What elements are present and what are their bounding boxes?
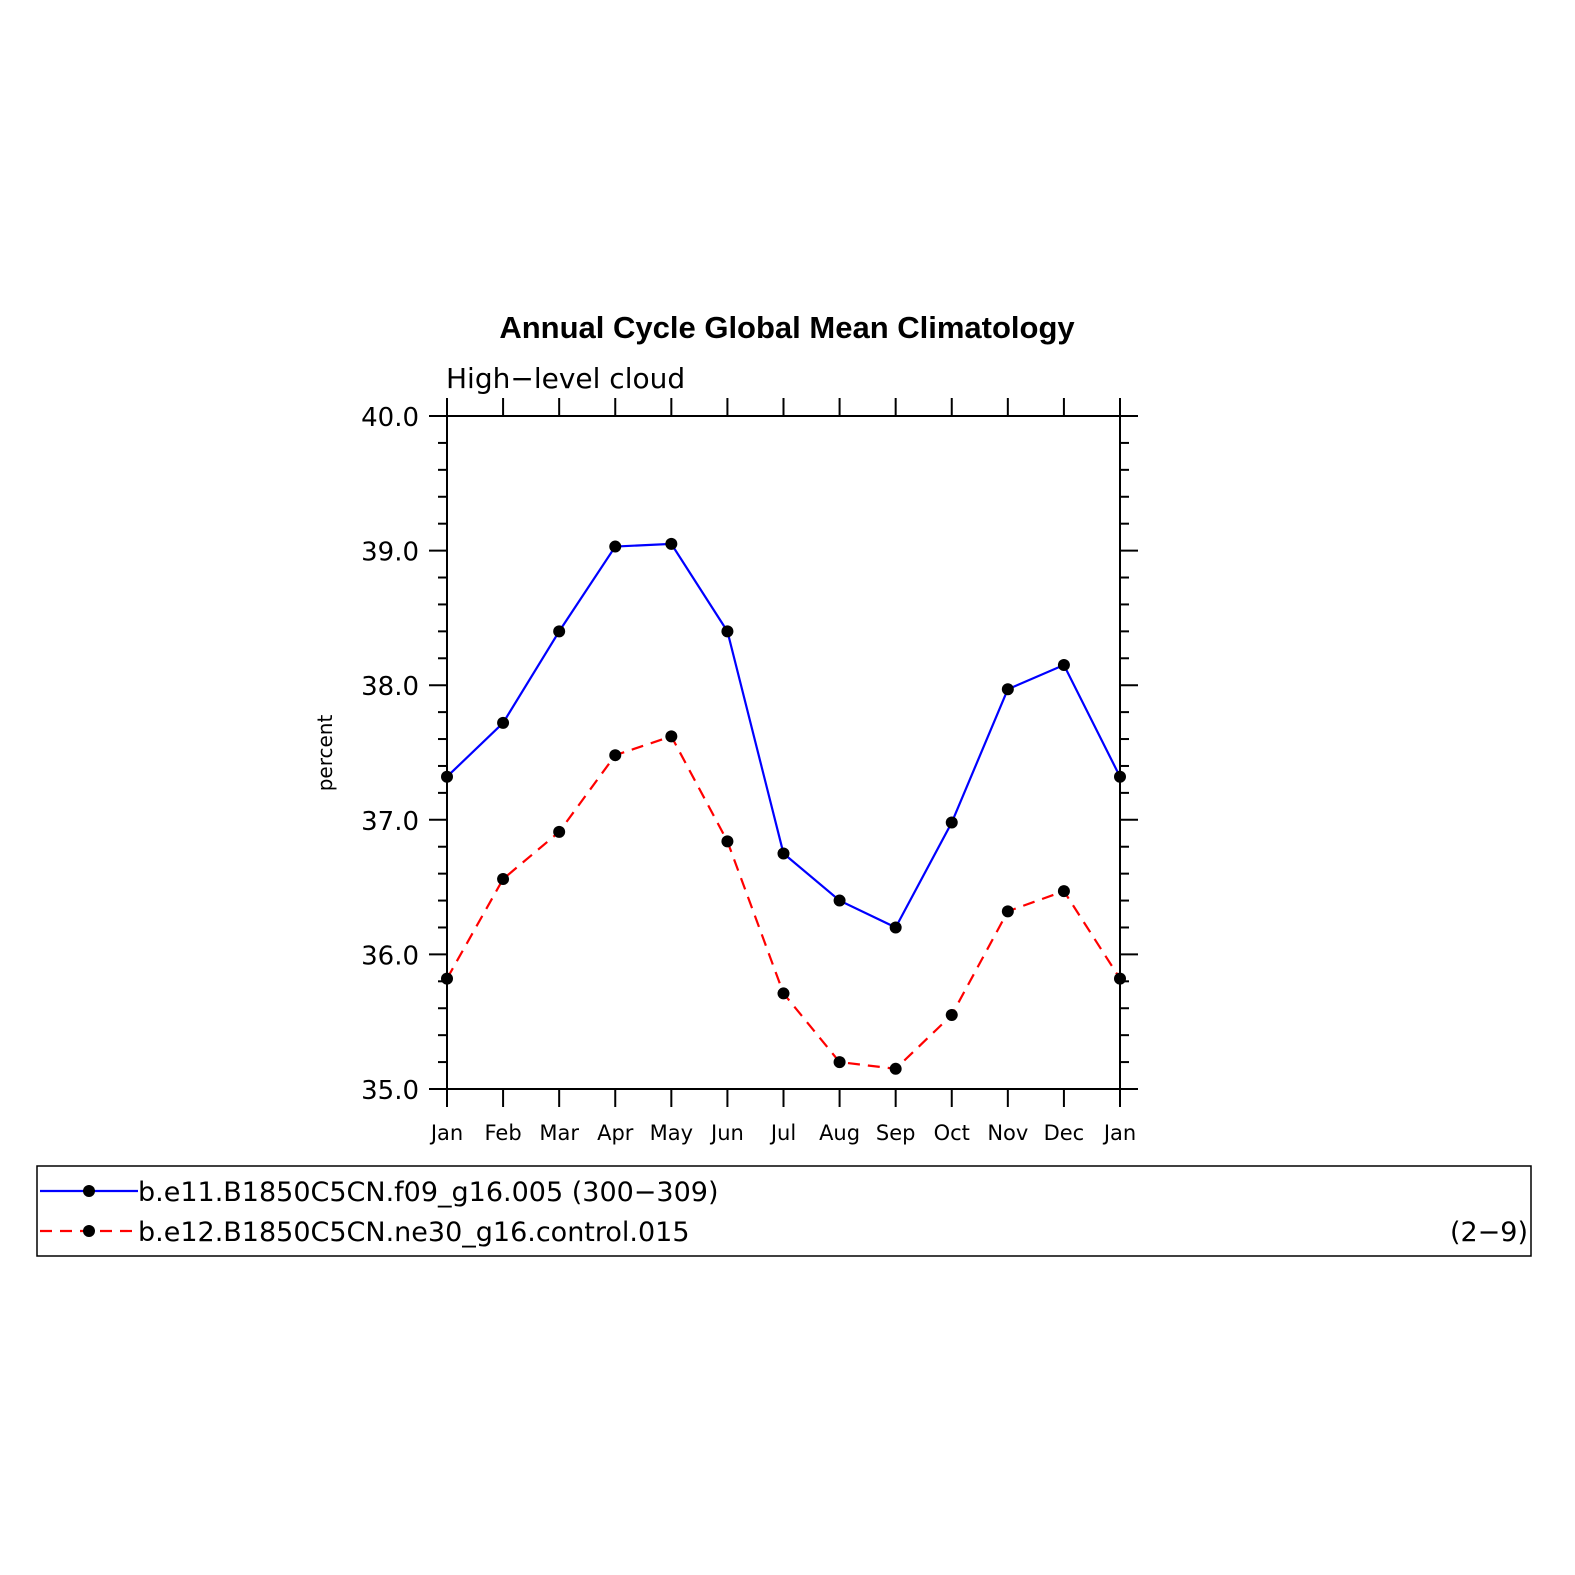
data-point-series-2 (721, 835, 734, 848)
x-tick-label: Oct (934, 1121, 970, 1145)
data-point-series-1 (889, 921, 902, 934)
data-point-series-1 (1057, 659, 1070, 672)
legend-marker-series-1 (83, 1185, 95, 1197)
data-point-series-2 (553, 825, 566, 838)
x-tick-label: Sep (876, 1121, 916, 1145)
data-point-series-1 (833, 894, 846, 907)
x-tick-label: Nov (987, 1121, 1028, 1145)
y-tick-label: 38.0 (361, 672, 419, 702)
series-layer (441, 537, 1126, 1075)
data-point-series-1 (609, 540, 622, 553)
data-point-series-2 (441, 972, 453, 985)
x-tick-label: Aug (819, 1121, 860, 1145)
legend: b.e11.B1850C5CN.f09_g16.005 (300−309) b.… (36, 1165, 1532, 1257)
data-point-series-1 (1114, 770, 1126, 783)
y-tick-label: 36.0 (361, 941, 419, 971)
y-tick-label: 35.0 (361, 1076, 419, 1106)
data-point-series-1 (945, 816, 958, 829)
data-point-series-1 (441, 770, 453, 783)
x-tick-label: Jan (1102, 1121, 1136, 1145)
x-tick-label: Mar (539, 1121, 579, 1145)
data-point-series-1 (553, 625, 566, 638)
chart-title: Annual Cycle Global Mean Climatology (499, 310, 1075, 345)
data-point-series-2 (1114, 972, 1126, 985)
y-tick-label: 37.0 (361, 807, 419, 837)
chart-subtitle: High−level cloud (446, 362, 685, 395)
data-point-series-2 (833, 1056, 846, 1069)
data-point-series-1 (1001, 683, 1014, 696)
data-point-series-2 (945, 1008, 958, 1021)
legend-marker-series-2 (83, 1225, 95, 1237)
legend-label-series-2-suffix: (2−9) (1450, 1217, 1528, 1248)
x-tick-label: Jul (769, 1121, 796, 1145)
x-tick-label: Apr (597, 1121, 634, 1145)
x-tick-label: Jun (709, 1121, 744, 1145)
x-tick-label: Dec (1044, 1121, 1085, 1145)
series-line-2 (446, 735, 1121, 1070)
data-point-series-2 (1057, 885, 1070, 898)
data-point-series-1 (777, 847, 790, 860)
x-tick-label: Jan (429, 1121, 463, 1145)
y-tick-label: 40.0 (361, 403, 419, 433)
y-tick-label: 39.0 (361, 538, 419, 568)
x-tick-label: May (650, 1121, 693, 1145)
data-point-series-1 (497, 716, 510, 729)
x-axis: Jan Feb Mar Apr May Jun Jul Aug Sep Oct Nov Dec Jan (429, 398, 1136, 1145)
data-point-series-2 (1001, 905, 1014, 918)
legend-label-series-1: b.e11.B1850C5CN.f09_g16.005 (300−309) (138, 1177, 719, 1208)
legend-box (36, 1165, 1532, 1257)
data-point-series-2 (609, 749, 622, 762)
data-point-series-2 (497, 873, 510, 886)
x-tick-label: Feb (484, 1121, 521, 1145)
y-axis-label: percent (313, 715, 337, 792)
data-point-series-2 (665, 730, 678, 743)
legend-label-series-2: b.e12.B1850C5CN.ne30_g16.control.015 (138, 1217, 690, 1248)
data-point-series-2 (889, 1062, 902, 1075)
y-axis: 35.0 36.0 37.0 38.0 39.0 40.0 (361, 403, 1138, 1106)
data-point-series-1 (721, 625, 734, 638)
series-line-1 (446, 542, 1121, 929)
data-point-series-2 (777, 987, 790, 1000)
data-point-series-1 (665, 537, 678, 550)
